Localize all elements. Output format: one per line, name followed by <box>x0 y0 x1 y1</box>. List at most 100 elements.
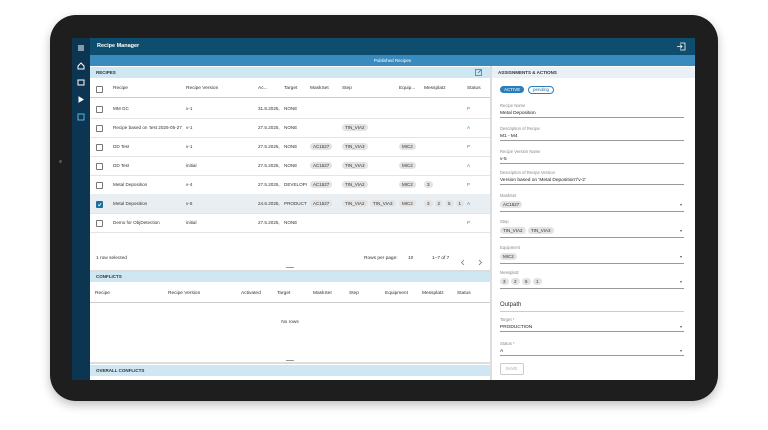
chip: 1 <box>455 200 465 207</box>
cell: initial <box>186 163 197 168</box>
checkbox[interactable] <box>96 125 103 132</box>
chip: TIN_VIA3 <box>342 143 368 150</box>
dropdown-arrow[interactable] <box>680 230 682 232</box>
cell: Metal Deposition <box>113 201 148 206</box>
edit-icon[interactable] <box>77 113 85 121</box>
cell: 27.5.2025, <box>258 163 280 168</box>
dropdown-arrow[interactable] <box>680 281 682 283</box>
conflicts-title: CONFLICTS <box>96 274 122 279</box>
dropdown-arrow[interactable] <box>680 326 682 328</box>
chip: MIC2 <box>399 143 416 150</box>
status: A <box>467 201 471 206</box>
save-label[interactable]: SAVE <box>505 366 518 371</box>
cell: MM GC <box>113 106 129 111</box>
checkbox[interactable] <box>96 163 103 170</box>
field-value[interactable]: A <box>500 349 504 354</box>
checkbox[interactable] <box>96 106 103 113</box>
cell: 31.8.2025, <box>258 106 280 111</box>
cell: DD Test <box>113 163 130 168</box>
field-label: Description of Recipe <box>500 126 540 131</box>
table-row[interactable]: DD Test v-1 27.5.2025, NONE AC1527 TIN_VIA3 MI… <box>90 137 490 157</box>
chip: 2 <box>434 200 444 207</box>
divider <box>90 362 490 364</box>
menu-icon[interactable] <box>78 45 84 51</box>
column-header: Step <box>342 86 352 91</box>
cell: Recipe based on 'test 2025-05-27 1 <box>113 125 183 130</box>
field-value[interactable]: M1 - M4 <box>500 134 518 139</box>
chip: MIC2 <box>399 200 416 207</box>
column-header: Messplatz <box>422 291 444 296</box>
column-header: Status <box>457 291 471 296</box>
checkbox[interactable] <box>96 182 103 189</box>
column-header: Recipe Version <box>168 291 201 296</box>
chip: AC1527 <box>310 143 333 150</box>
status-chip[interactable]: pending <box>528 86 555 94</box>
chip: AC1527 <box>310 200 333 207</box>
checkbox[interactable] <box>96 220 103 227</box>
field-value[interactable]: PRODUCTION <box>500 325 533 330</box>
field-value[interactable]: Version based on 'Metal Deposition'/'v-2… <box>500 178 586 183</box>
chip: AC1527 <box>310 181 333 188</box>
check-mark <box>97 203 102 207</box>
arrows[interactable] <box>460 258 488 267</box>
conflicts-table: Recipe Recipe Version Activated Target MaskS… <box>90 282 490 362</box>
column-header: Recipe <box>95 291 110 296</box>
field-value[interactable]: Metal Deposition <box>500 111 536 116</box>
chip: AC1527 <box>500 201 523 208</box>
logout-icon[interactable] <box>676 42 686 51</box>
column-header: Step <box>349 291 359 296</box>
table-row[interactable]: MM GC v-1 31.8.2025, NONE P <box>90 99 490 119</box>
column-header: Recipe Version <box>186 86 219 91</box>
chip: TIN_VIA3 <box>342 162 368 169</box>
open-icon[interactable] <box>474 68 483 77</box>
divider <box>90 270 490 272</box>
chip: 5 <box>445 200 454 207</box>
table-row[interactable]: Recipe based on 'test 2025-05-27 1 v-1 27.… <box>90 118 490 138</box>
column-header: Status <box>467 86 481 91</box>
checkbox[interactable] <box>96 86 103 93</box>
checkbox[interactable] <box>96 201 103 208</box>
dropdown-arrow[interactable] <box>680 350 682 352</box>
checkbox[interactable] <box>96 144 103 151</box>
chip: 2 <box>511 278 520 285</box>
save-button[interactable] <box>500 363 524 375</box>
chip: TIN_VIA2 <box>500 227 526 234</box>
status: A <box>467 125 471 130</box>
rows-per-page[interactable]: 10 <box>408 256 414 261</box>
assignments-panel: ACTIVE pending Recipe Name Metal Deposition… <box>492 78 695 380</box>
table-row[interactable]: DD Test initial 27.5.2025, NONE AC1527 TIN_VI… <box>90 156 490 176</box>
field-underline <box>500 237 684 238</box>
field-value[interactable]: v-5 <box>500 157 507 162</box>
column-header: Equipment <box>385 291 408 296</box>
field-underline <box>500 288 684 289</box>
assignments-header <box>492 67 695 78</box>
cell: NONE <box>284 144 298 149</box>
table-row[interactable]: Metal Deposition v-4 27.5.2025, DEVELOPI AC1… <box>90 175 490 195</box>
chip: 3 <box>500 278 509 285</box>
table-row[interactable]: Metal Deposition v-5 24.6.2025, PRODUCT AC15… <box>90 194 490 214</box>
chip: TIN_VIA3 <box>370 200 396 207</box>
dropdown-arrow[interactable] <box>680 256 682 258</box>
cell: Demo for ObjDetection <box>113 220 160 225</box>
status: P <box>467 182 471 187</box>
chip: 3 <box>424 200 433 207</box>
pagination-arrows[interactable] <box>460 254 488 263</box>
status-chip[interactable]: ACTIVE <box>500 86 525 93</box>
dashboard-icon[interactable] <box>77 79 85 86</box>
column-header: Messplatz <box>424 86 446 91</box>
section-title: Outpath <box>500 302 522 308</box>
play-icon[interactable] <box>78 96 84 103</box>
sidebar-icons <box>77 45 85 121</box>
recipes-header <box>90 67 490 78</box>
table-row[interactable]: Demo for ObjDetection initial 27.5.2025, NO… <box>90 213 490 233</box>
home-icon[interactable] <box>77 62 85 70</box>
cell: initial <box>186 220 197 225</box>
cell: NONE <box>284 220 298 225</box>
status: P <box>467 220 471 225</box>
dropdown-arrow[interactable] <box>680 204 682 206</box>
column-header: Target <box>284 86 298 91</box>
column-header: Ac... <box>258 86 268 91</box>
column-header: Recipe <box>113 86 128 91</box>
cell: v-1 <box>186 106 193 111</box>
